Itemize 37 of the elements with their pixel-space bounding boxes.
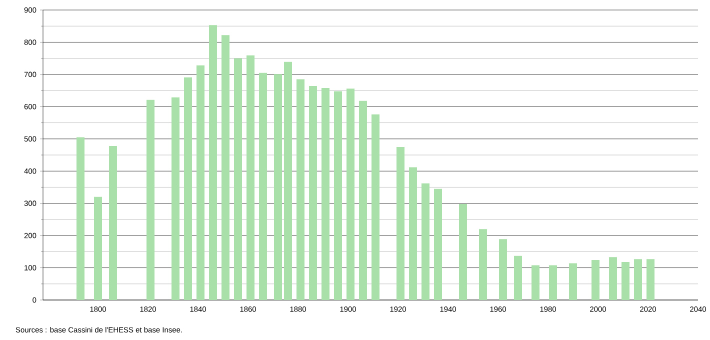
bar [296, 79, 305, 300]
bar [592, 260, 600, 300]
bar [76, 137, 84, 300]
bar [234, 58, 242, 300]
bar [622, 262, 630, 300]
bar [334, 91, 342, 300]
bar [532, 265, 540, 300]
bar [309, 86, 318, 300]
bar [609, 257, 618, 300]
bar [479, 229, 488, 300]
bar [359, 100, 368, 300]
bar [109, 146, 117, 300]
bar [499, 239, 508, 300]
bar [422, 183, 430, 300]
bar [372, 114, 380, 300]
bar [246, 55, 255, 300]
bar [209, 25, 218, 300]
bar [549, 265, 558, 300]
bar [409, 167, 418, 300]
bar [514, 256, 522, 300]
bar [434, 188, 442, 300]
bar [184, 77, 192, 300]
bar [569, 263, 578, 300]
bar [459, 204, 468, 300]
bar [274, 74, 282, 300]
bar [146, 100, 155, 300]
bar [284, 62, 292, 300]
bar [646, 259, 655, 300]
bar [346, 88, 355, 300]
bar [222, 35, 230, 300]
bar [172, 97, 180, 300]
bar [94, 196, 102, 300]
bar [634, 259, 642, 300]
bar [196, 65, 205, 300]
bar [259, 72, 268, 300]
bar [322, 88, 330, 300]
bar [396, 146, 405, 300]
